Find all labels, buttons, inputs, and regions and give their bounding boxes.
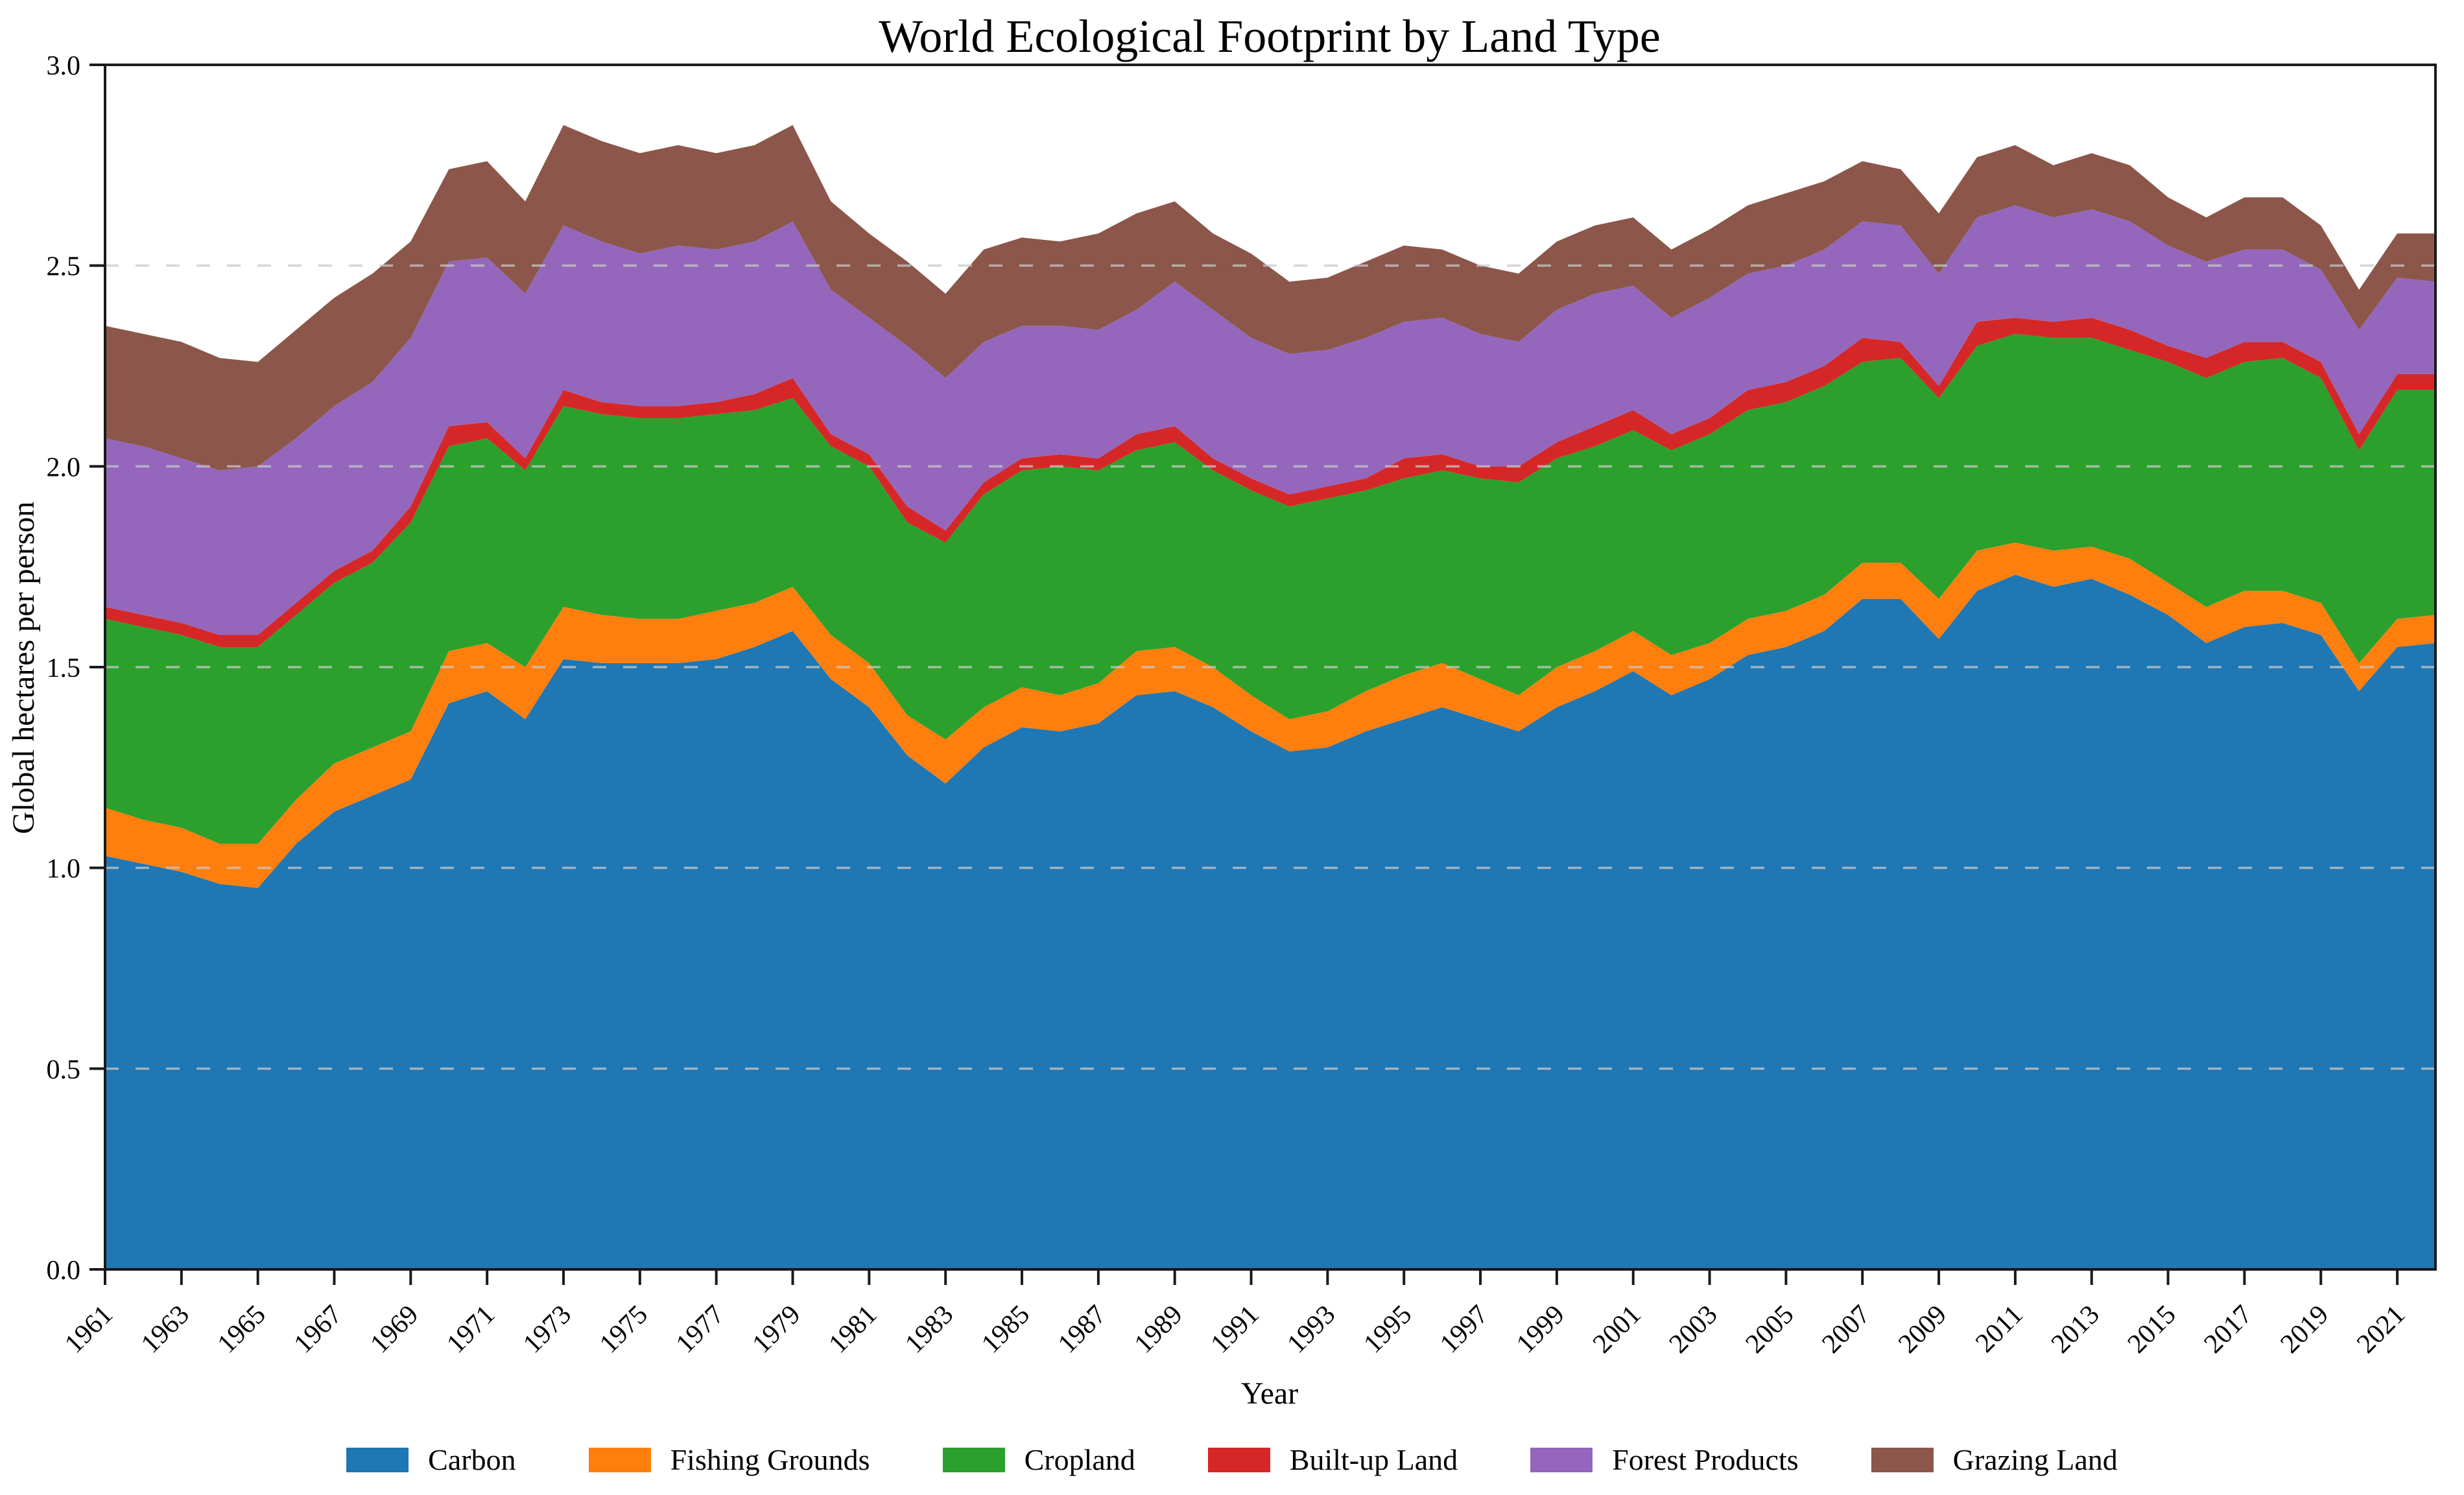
x-tick-label: 2019 [2275, 1300, 2334, 1360]
legend-label: Cropland [1024, 1443, 1135, 1476]
legend-item-cropland: Cropland [942, 1443, 1135, 1476]
x-tick-label: 1997 [1434, 1300, 1494, 1360]
area-fishing-grounds [105, 543, 2435, 888]
x-tick-label: 1973 [517, 1300, 577, 1360]
legend-item-built-up-land: Built-up Land [1207, 1443, 1458, 1476]
x-tick-label: 2007 [1816, 1300, 1876, 1360]
x-tick-label: 2017 [2199, 1300, 2258, 1360]
x-axis-label: Year [1241, 1376, 1298, 1411]
x-tick-label: 2003 [1664, 1300, 1724, 1360]
x-axis-ticks: 1961 1963 1965 1967 1969 1971 1973 1975 1977 1979… [59, 1269, 2411, 1359]
x-tick-label: 1979 [747, 1300, 807, 1360]
x-tick-label: 1963 [136, 1300, 195, 1360]
y-axis-ticks: 0.0 0.5 1.0 1.5 2.0 2.5 3.0 [47, 51, 105, 1286]
x-tick-label: 2015 [2122, 1300, 2182, 1360]
x-tick-label: 2013 [2046, 1300, 2105, 1360]
area-forest-products [105, 205, 2435, 635]
x-tick-label: 1985 [976, 1300, 1036, 1360]
x-tick-label: 1989 [1129, 1300, 1189, 1360]
x-tick-label: 2001 [1587, 1300, 1647, 1360]
legend-swatch [942, 1448, 1005, 1472]
x-tick-label: 1983 [899, 1300, 959, 1360]
legend-item-fishing-grounds: Fishing Grounds [588, 1443, 870, 1476]
x-tick-label: 1987 [1052, 1300, 1112, 1360]
x-tick-label: 2011 [1970, 1300, 2029, 1359]
x-tick-label: 1971 [441, 1300, 501, 1360]
x-tick-label: 1965 [212, 1300, 272, 1360]
legend-item-carbon: Carbon [346, 1443, 516, 1476]
legend-label: Forest Products [1612, 1443, 1799, 1476]
x-tick-label: 1991 [1205, 1300, 1265, 1360]
x-tick-label: 2005 [1740, 1300, 1800, 1360]
legend-item-grazing-land: Grazing Land [1871, 1445, 2118, 1475]
x-tick-label: 1995 [1358, 1300, 1417, 1360]
y-axis-label: Global hectares per person [6, 501, 41, 834]
legend-swatch [1871, 1448, 1934, 1472]
x-tick-label: 1969 [364, 1300, 424, 1360]
legend-label: Grazing Land [1952, 1443, 2118, 1476]
y-tick-label: 2.0 [47, 453, 81, 482]
y-tick-label: 3.0 [47, 51, 81, 81]
y-tick-label: 0.0 [47, 1256, 81, 1286]
x-tick-label: 1999 [1511, 1300, 1570, 1360]
stacked-areas [105, 124, 2435, 1269]
y-gridlines [105, 264, 2435, 1070]
x-tick-label: 1967 [289, 1300, 348, 1360]
legend-label: Fishing Grounds [670, 1443, 870, 1476]
legend-item-forest-products: Forest Products [1530, 1445, 1799, 1475]
legend-swatch [346, 1448, 409, 1472]
y-tick-label: 2.5 [47, 252, 81, 282]
legend-swatch [1207, 1448, 1270, 1472]
legend-label: Carbon [428, 1443, 516, 1476]
chart-legend: Carbon Fishing Grounds Cropland Built-up La… [0, 1434, 2464, 1486]
legend-swatch [588, 1448, 651, 1472]
x-tick-label: 1975 [594, 1300, 654, 1360]
area-grazing-land [105, 124, 2435, 471]
chart-title: World Ecological Footprint by Land Type [879, 10, 1661, 62]
y-tick-label: 1.0 [47, 854, 81, 884]
x-tick-label: 2021 [2351, 1300, 2411, 1360]
area-carbon [105, 574, 2435, 1269]
x-tick-label: 1993 [1282, 1300, 1342, 1360]
x-tick-label: 1961 [59, 1300, 119, 1360]
x-tick-label: 1981 [823, 1300, 883, 1360]
legend-label: Built-up Land [1289, 1443, 1458, 1476]
y-tick-label: 1.5 [47, 653, 81, 683]
y-tick-label: 0.5 [47, 1055, 81, 1085]
x-tick-label: 1977 [670, 1300, 730, 1360]
legend-swatch [1530, 1448, 1593, 1472]
x-tick-label: 2009 [1893, 1300, 1952, 1360]
area-cropland [105, 333, 2435, 844]
